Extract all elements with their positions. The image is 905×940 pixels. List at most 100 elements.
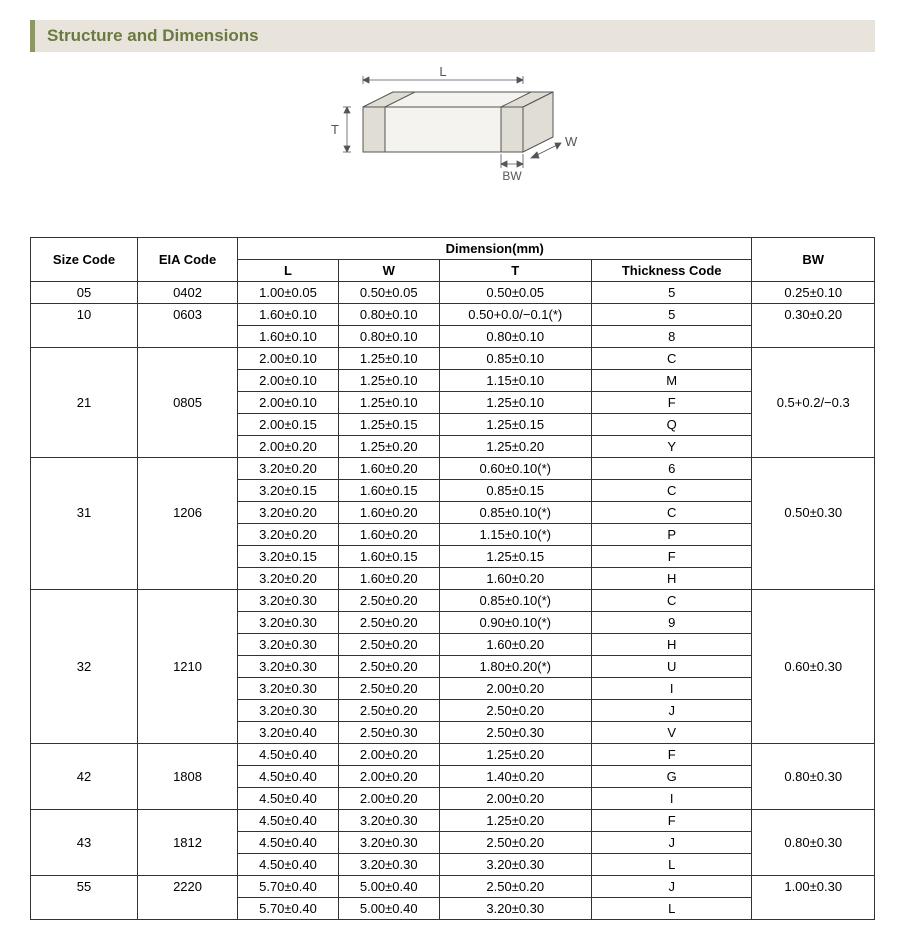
- cell-l: 1.60±0.10: [238, 304, 339, 326]
- cell-w: 1.60±0.20: [338, 502, 439, 524]
- cell-eia-code: [137, 678, 237, 700]
- cell-size-code: 32: [31, 656, 138, 678]
- table-row: 2.00±0.151.25±0.151.25±0.15Q: [31, 414, 875, 436]
- cell-thickness-code: I: [591, 678, 752, 700]
- cell-l: 1.60±0.10: [238, 326, 339, 348]
- cell-eia-code: [137, 722, 237, 744]
- cell-l: 4.50±0.40: [238, 854, 339, 876]
- cell-t: 0.50±0.05: [439, 282, 591, 304]
- table-row: 5.70±0.405.00±0.403.20±0.30L: [31, 898, 875, 920]
- cell-t: 0.50+0.0/−0.1(*): [439, 304, 591, 326]
- cell-l: 5.70±0.40: [238, 876, 339, 898]
- cell-w: 1.25±0.10: [338, 392, 439, 414]
- cell-w: 2.00±0.20: [338, 744, 439, 766]
- cell-size-code: [31, 612, 138, 634]
- cell-t: 0.85±0.15: [439, 480, 591, 502]
- cell-thickness-code: L: [591, 898, 752, 920]
- cell-w: 2.50±0.30: [338, 722, 439, 744]
- cell-bw: [752, 810, 875, 832]
- cell-bw: [752, 678, 875, 700]
- cell-l: 3.20±0.30: [238, 678, 339, 700]
- table-row: 3.20±0.151.60±0.150.85±0.15C: [31, 480, 875, 502]
- cell-w: 5.00±0.40: [338, 876, 439, 898]
- cell-t: 3.20±0.30: [439, 898, 591, 920]
- cell-t: 2.00±0.20: [439, 678, 591, 700]
- cell-eia-code: [137, 744, 237, 766]
- cell-eia-code: [137, 810, 237, 832]
- cell-bw: [752, 436, 875, 458]
- cell-l: 1.00±0.05: [238, 282, 339, 304]
- cell-thickness-code: C: [591, 348, 752, 370]
- cell-size-code: [31, 546, 138, 568]
- cell-t: 1.25±0.20: [439, 436, 591, 458]
- cell-w: 3.20±0.30: [338, 854, 439, 876]
- component-diagram: L T W BW: [323, 62, 583, 212]
- cell-size-code: 21: [31, 392, 138, 414]
- cell-bw: [752, 722, 875, 744]
- cell-size-code: [31, 810, 138, 832]
- cell-bw: 0.80±0.30: [752, 832, 875, 854]
- cell-eia-code: [137, 590, 237, 612]
- cell-bw: [752, 546, 875, 568]
- table-row: 3.20±0.201.60±0.201.60±0.20H: [31, 568, 875, 590]
- cell-eia-code: [137, 414, 237, 436]
- cell-thickness-code: L: [591, 854, 752, 876]
- cell-w: 2.00±0.20: [338, 788, 439, 810]
- cell-size-code: [31, 590, 138, 612]
- col-eia-code: EIA Code: [137, 238, 237, 282]
- table-row: 2108052.00±0.101.25±0.101.25±0.10F0.5+0.…: [31, 392, 875, 414]
- cell-bw: [752, 414, 875, 436]
- cell-bw: [752, 700, 875, 722]
- cell-t: 2.50±0.20: [439, 700, 591, 722]
- cell-bw: [752, 326, 875, 348]
- table-row: 2.00±0.201.25±0.201.25±0.20Y: [31, 436, 875, 458]
- cell-t: 1.15±0.10(*): [439, 524, 591, 546]
- cell-w: 0.80±0.10: [338, 326, 439, 348]
- diagram-label-w: W: [565, 134, 578, 149]
- cell-l: 2.00±0.10: [238, 392, 339, 414]
- cell-size-code: [31, 436, 138, 458]
- cell-bw: [752, 744, 875, 766]
- section-title: Structure and Dimensions: [47, 26, 259, 45]
- cell-bw: 0.30±0.20: [752, 304, 875, 326]
- cell-eia-code: [137, 612, 237, 634]
- cell-t: 2.50±0.30: [439, 722, 591, 744]
- cell-w: 2.50±0.20: [338, 612, 439, 634]
- cell-w: 1.60±0.15: [338, 480, 439, 502]
- table-row: 4.50±0.402.00±0.201.25±0.20F: [31, 744, 875, 766]
- table-row: 4.50±0.403.20±0.303.20±0.30L: [31, 854, 875, 876]
- table-row: 3.20±0.201.60±0.201.15±0.10(*)P: [31, 524, 875, 546]
- cell-eia-code: [137, 898, 237, 920]
- cell-l: 4.50±0.40: [238, 744, 339, 766]
- cell-size-code: [31, 370, 138, 392]
- col-l: L: [238, 260, 339, 282]
- cell-size-code: [31, 634, 138, 656]
- diagram-container: L T W BW: [30, 62, 875, 217]
- cell-size-code: [31, 458, 138, 480]
- cell-eia-code: [137, 854, 237, 876]
- cell-bw: 0.60±0.30: [752, 656, 875, 678]
- cell-eia-code: 1210: [137, 656, 237, 678]
- cell-eia-code: [137, 788, 237, 810]
- cell-thickness-code: M: [591, 370, 752, 392]
- cell-size-code: [31, 326, 138, 348]
- cell-l: 4.50±0.40: [238, 788, 339, 810]
- table-row: 4218084.50±0.402.00±0.201.40±0.20G0.80±0…: [31, 766, 875, 788]
- cell-size-code: 43: [31, 832, 138, 854]
- cell-t: 1.25±0.15: [439, 546, 591, 568]
- cell-l: 3.20±0.20: [238, 524, 339, 546]
- col-w: W: [338, 260, 439, 282]
- cell-t: 1.25±0.15: [439, 414, 591, 436]
- cell-w: 1.60±0.15: [338, 546, 439, 568]
- cell-t: 1.60±0.20: [439, 568, 591, 590]
- table-row: 3.20±0.201.60±0.200.60±0.10(*)6: [31, 458, 875, 480]
- cell-w: 0.50±0.05: [338, 282, 439, 304]
- table-row: 4.50±0.402.00±0.202.00±0.20I: [31, 788, 875, 810]
- cell-thickness-code: 5: [591, 304, 752, 326]
- cell-size-code: [31, 678, 138, 700]
- cell-thickness-code: 8: [591, 326, 752, 348]
- cell-size-code: 31: [31, 502, 138, 524]
- cell-l: 2.00±0.15: [238, 414, 339, 436]
- cell-w: 1.25±0.20: [338, 436, 439, 458]
- col-bw: BW: [752, 238, 875, 282]
